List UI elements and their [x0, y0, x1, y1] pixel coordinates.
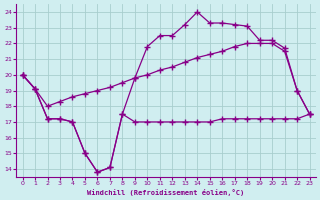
- X-axis label: Windchill (Refroidissement éolien,°C): Windchill (Refroidissement éolien,°C): [87, 189, 245, 196]
